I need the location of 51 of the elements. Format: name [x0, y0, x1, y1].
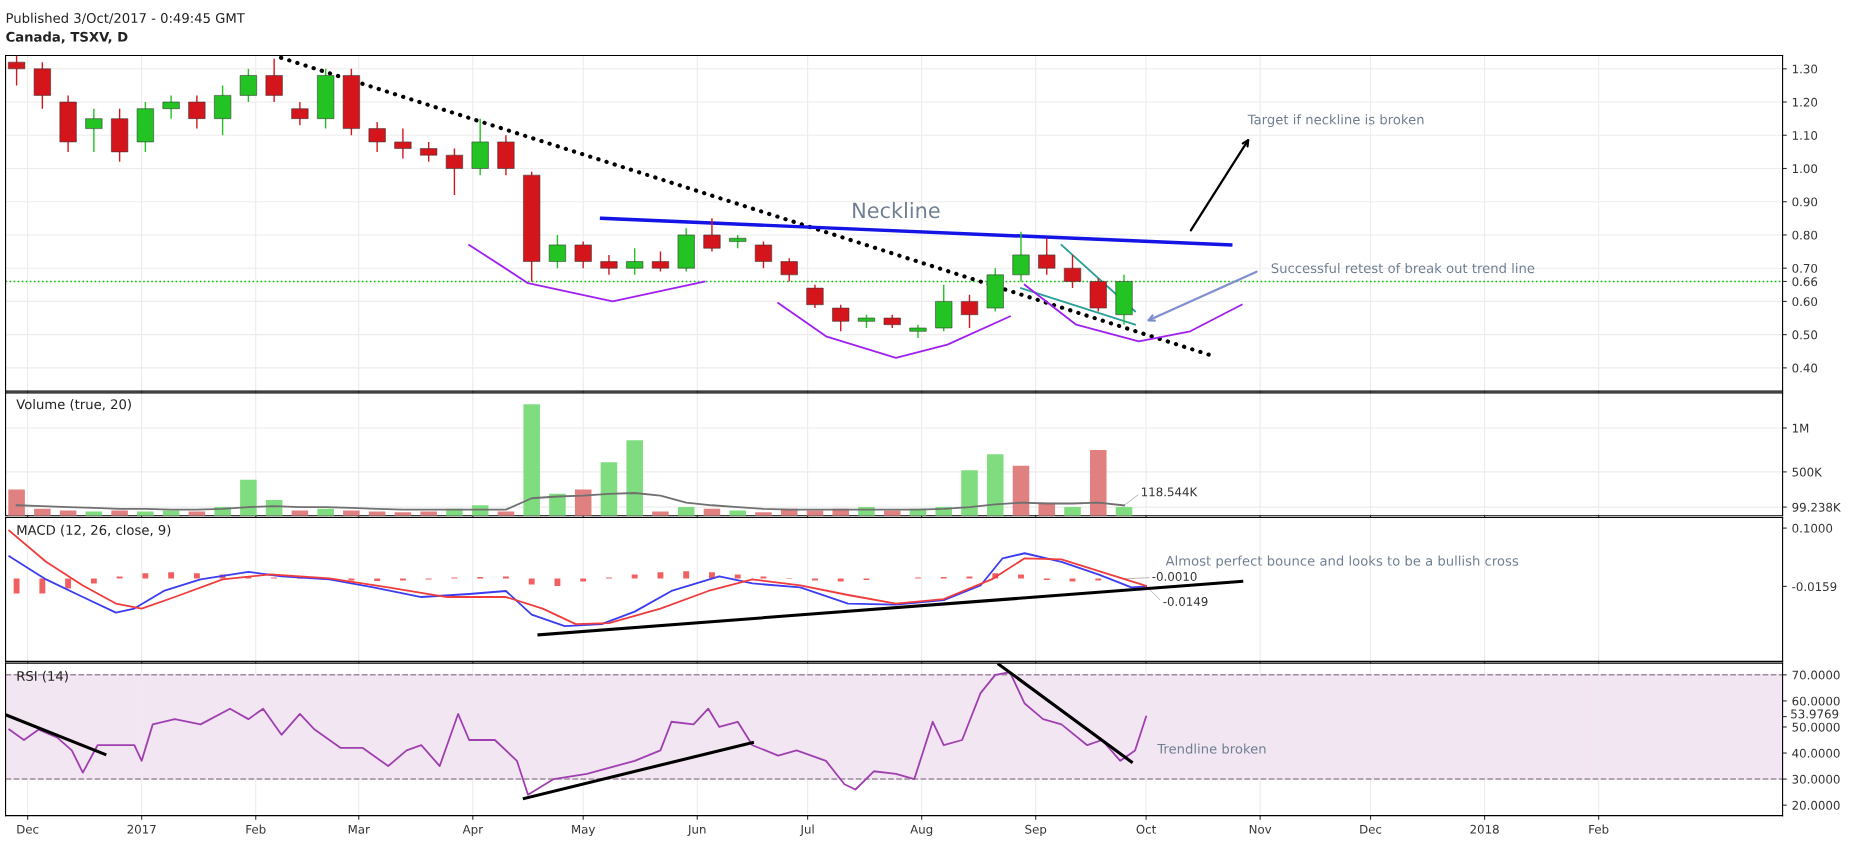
y-tick-label: -0.0159 — [1792, 582, 1837, 592]
y-tick-label: 60.0000 — [1792, 696, 1840, 706]
x-tick-label: Feb — [1589, 824, 1609, 834]
annotation: Successful retest of break out trend line — [1271, 262, 1535, 274]
y-tick-label: 53.9769 — [1791, 709, 1839, 719]
y-tick-label: 0.80 — [1792, 230, 1818, 240]
y-tick-label: 1.20 — [1792, 97, 1818, 107]
y-tick-label: 20.0000 — [1792, 800, 1840, 810]
annotation: Target if neckline is broken — [1247, 114, 1424, 128]
y-tick-label: 1.10 — [1792, 130, 1818, 140]
chart-title: Volume (true, 20) — [16, 398, 131, 411]
x-tick-label: Dec — [17, 824, 39, 834]
y-tick-label: 0.66 — [1792, 277, 1818, 287]
chart-title: Canada, TSXV, D — [6, 31, 128, 44]
y-tick-label: 70.0000 — [1792, 670, 1840, 680]
y-tick-label: 30.0000 — [1792, 774, 1840, 784]
x-tick-label: Nov — [1249, 824, 1272, 834]
y-tick-label: 0.60 — [1792, 297, 1818, 307]
x-tick-label: 2017 — [127, 824, 156, 834]
text: RSI (14) — [17, 670, 68, 683]
annotation: 118.544K — [1141, 487, 1198, 497]
y-tick-label: 99.238K — [1792, 502, 1841, 512]
y-tick-label: 0.40 — [1792, 363, 1818, 373]
x-tick-label: Jun — [687, 824, 706, 836]
y-tick-label: 1.00 — [1792, 164, 1818, 174]
y-tick-label: 0.50 — [1792, 330, 1818, 340]
annotation: Trendline broken — [1157, 743, 1266, 754]
y-tick-label: 0.70 — [1792, 263, 1818, 273]
x-tick-label: 2018 — [1470, 824, 1499, 834]
annotation: Neckline — [853, 202, 940, 219]
chart-subtitle: Published 3/Oct/2017 - 0:49:45 GMT — [6, 12, 245, 25]
y-tick-label: 0.90 — [1792, 197, 1818, 207]
annotation: -0.0010 — [1152, 572, 1197, 581]
x-tick-label: Dec — [1360, 824, 1382, 834]
x-tick-label: Feb — [246, 824, 266, 834]
x-tick-label: Sep — [1025, 824, 1047, 837]
annotation: -0.0149 — [1163, 597, 1208, 606]
x-tick-label: Mar — [348, 824, 370, 834]
annotation: Almost perfect bounce and looks to be a bullish cross — [1165, 555, 1519, 569]
y-tick-label: 50.0000 — [1792, 722, 1840, 732]
x-tick-label: Apr — [462, 824, 484, 837]
y-tick-label: 40.0000 — [1792, 748, 1840, 758]
x-tick-label: Aug — [910, 824, 933, 837]
y-tick-label: 1M — [1792, 423, 1809, 433]
y-tick-label: 1.30 — [1792, 64, 1818, 74]
x-tick-label: Jul — [799, 824, 814, 836]
x-tick-label: May — [572, 824, 596, 837]
chart-title: MACD (12, 26, close, 9) — [17, 524, 171, 537]
y-tick-label: 0.1000 — [1792, 523, 1833, 533]
x-tick-label: Oct — [1136, 824, 1157, 834]
y-tick-label: 500K — [1792, 467, 1823, 477]
